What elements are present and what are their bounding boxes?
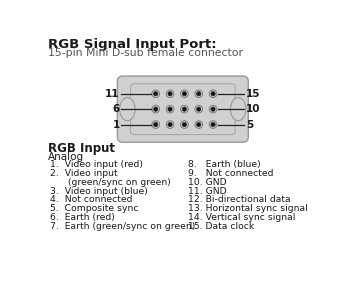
Text: 10: 10 (246, 104, 261, 114)
Text: 11: 11 (105, 89, 120, 99)
Circle shape (154, 122, 158, 127)
Text: RGB Input: RGB Input (48, 142, 115, 155)
Text: 4.  Not connected: 4. Not connected (50, 195, 132, 204)
Circle shape (168, 122, 172, 127)
Text: 11. GND: 11. GND (188, 187, 227, 196)
Text: 7.  Earth (green/sync on green): 7. Earth (green/sync on green) (50, 222, 195, 231)
Text: 1: 1 (112, 119, 120, 130)
Circle shape (166, 105, 174, 113)
Ellipse shape (120, 98, 135, 121)
Text: 3.  Video input (blue): 3. Video input (blue) (50, 187, 147, 196)
Circle shape (182, 122, 187, 127)
Circle shape (196, 107, 201, 111)
Circle shape (195, 90, 202, 98)
Circle shape (154, 92, 158, 96)
Ellipse shape (230, 98, 246, 121)
Text: 12. Bi-directional data: 12. Bi-directional data (188, 195, 291, 204)
Circle shape (209, 90, 217, 98)
Text: 14. Vertical sync signal: 14. Vertical sync signal (188, 213, 295, 222)
Text: 15. Data clock: 15. Data clock (188, 222, 255, 231)
Text: 15: 15 (246, 89, 261, 99)
Circle shape (181, 105, 188, 113)
Text: 13. Horizontal sync signal: 13. Horizontal sync signal (188, 204, 308, 213)
Circle shape (152, 105, 159, 113)
Text: 1.  Video input (red): 1. Video input (red) (50, 160, 143, 169)
Circle shape (196, 92, 201, 96)
Circle shape (166, 121, 174, 128)
Circle shape (211, 107, 215, 111)
Text: 15-pin Mini D-sub female connector: 15-pin Mini D-sub female connector (48, 47, 243, 58)
Circle shape (209, 121, 217, 128)
Text: 10. GND: 10. GND (188, 178, 227, 187)
Circle shape (168, 92, 172, 96)
FancyBboxPatch shape (117, 76, 248, 142)
Circle shape (152, 121, 159, 128)
Circle shape (154, 107, 158, 111)
Circle shape (196, 122, 201, 127)
Circle shape (195, 105, 202, 113)
Text: (green/sync on green): (green/sync on green) (50, 178, 170, 187)
Circle shape (181, 90, 188, 98)
Circle shape (181, 121, 188, 128)
Circle shape (209, 105, 217, 113)
Circle shape (211, 122, 215, 127)
Text: 8.   Earth (blue): 8. Earth (blue) (188, 160, 261, 169)
Circle shape (211, 92, 215, 96)
FancyBboxPatch shape (131, 84, 235, 135)
Circle shape (152, 90, 159, 98)
Text: 9.   Not connected: 9. Not connected (188, 169, 274, 178)
Text: 6.  Earth (red): 6. Earth (red) (50, 213, 114, 222)
Circle shape (195, 121, 202, 128)
Circle shape (182, 107, 187, 111)
Circle shape (168, 107, 172, 111)
Text: 5: 5 (246, 119, 253, 130)
Text: 6: 6 (112, 104, 120, 114)
Circle shape (166, 90, 174, 98)
Text: RGB Signal Input Port:: RGB Signal Input Port: (48, 38, 216, 50)
Text: 2.  Video input: 2. Video input (50, 169, 117, 178)
Text: 5.  Composite sync: 5. Composite sync (50, 204, 138, 213)
Text: Analog: Analog (48, 152, 84, 161)
Circle shape (182, 92, 187, 96)
